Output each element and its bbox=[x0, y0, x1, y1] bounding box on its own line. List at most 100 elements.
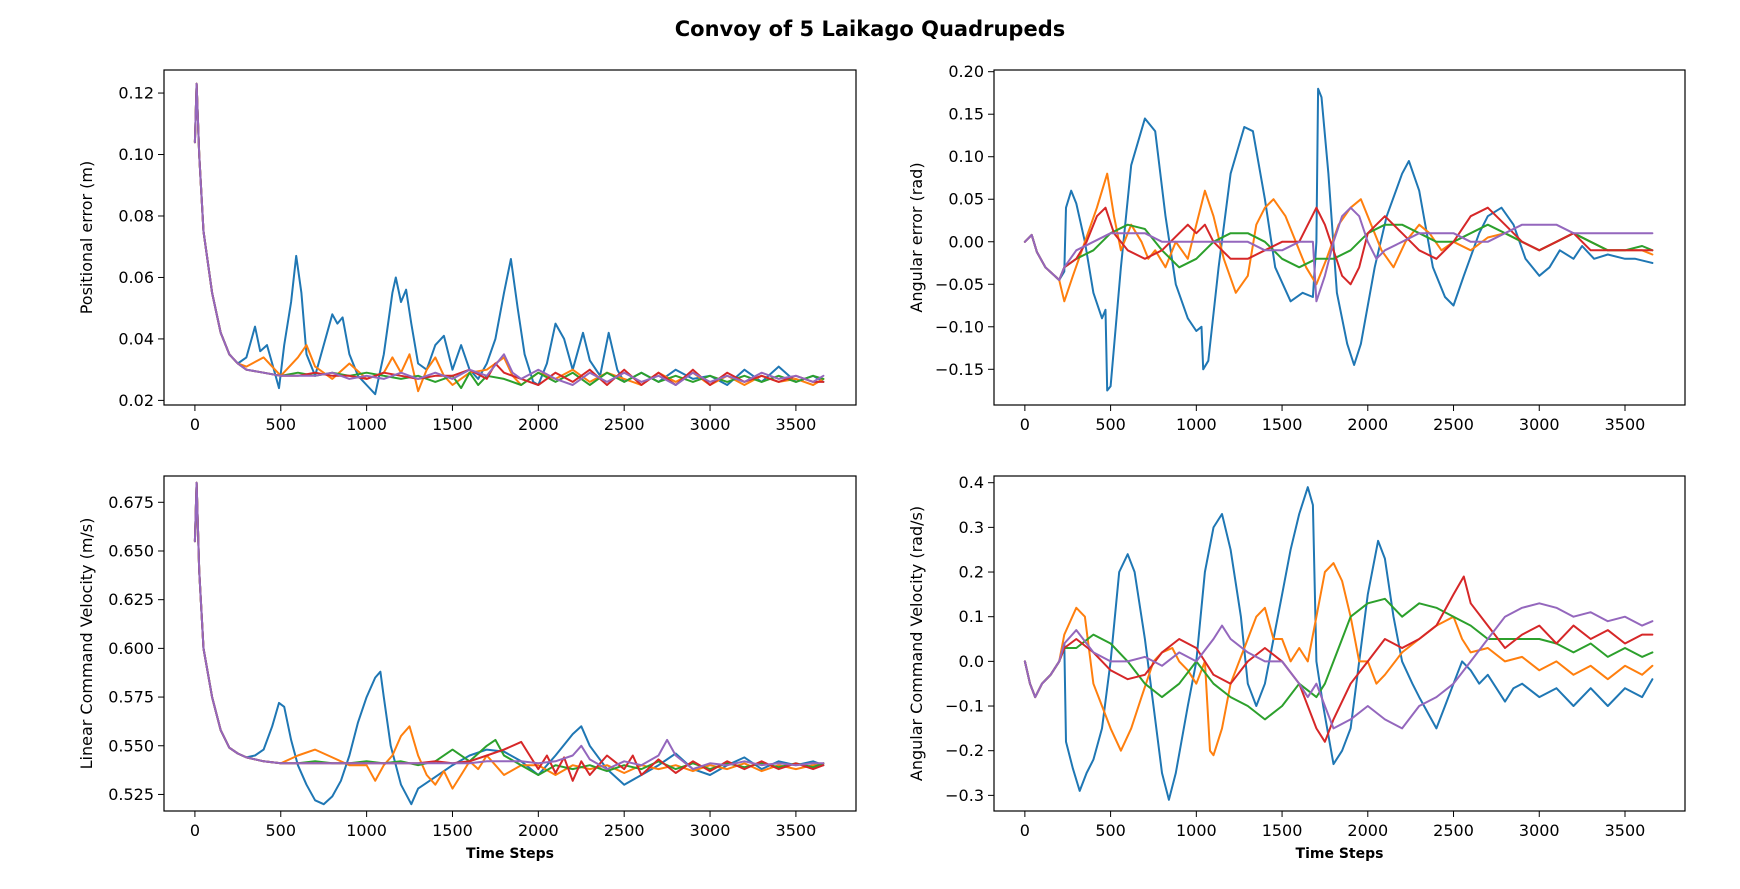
y-tick-label: 0.3 bbox=[959, 518, 984, 537]
x-tick: 3500 bbox=[1605, 405, 1645, 434]
x-tick-label: 2000 bbox=[518, 821, 559, 840]
x-tick: 2000 bbox=[518, 811, 559, 840]
y-tick-label: 0.550 bbox=[108, 736, 154, 755]
y-tick: −0.3 bbox=[945, 786, 994, 805]
series-line-1 bbox=[1023, 87, 1654, 392]
x-tick-label: 0 bbox=[190, 821, 200, 840]
x-tick: 1000 bbox=[1176, 405, 1217, 434]
x-tick: 500 bbox=[265, 811, 296, 840]
x-tick: 1500 bbox=[1262, 811, 1303, 840]
y-axis-label: Linear Command Velocity (m/s) bbox=[77, 518, 96, 770]
series-line-2 bbox=[1023, 562, 1654, 757]
x-tick-label: 3500 bbox=[776, 415, 817, 434]
y-tick-label: 0.02 bbox=[118, 391, 154, 410]
x-tick-label: 2500 bbox=[604, 415, 645, 434]
x-tick-label: 0 bbox=[1020, 415, 1030, 434]
y-tick-label: 0.08 bbox=[118, 206, 154, 225]
x-tick-label: 2000 bbox=[518, 415, 559, 434]
x-tick-label: 500 bbox=[265, 415, 296, 434]
series-line-2 bbox=[193, 481, 825, 790]
y-tick: 0.04 bbox=[118, 329, 164, 348]
y-tick: 0.525 bbox=[108, 785, 164, 804]
x-tick: 0 bbox=[190, 405, 200, 434]
x-tick: 3000 bbox=[690, 405, 730, 434]
y-tick: 0.10 bbox=[948, 147, 994, 166]
y-axis-label: Positional error (m) bbox=[77, 161, 96, 315]
x-tick-label: 1000 bbox=[346, 821, 387, 840]
x-tick-label: 0 bbox=[1020, 821, 1030, 840]
x-tick: 2500 bbox=[604, 811, 645, 840]
series-lines bbox=[193, 481, 825, 806]
x-tick-label: 3500 bbox=[1605, 821, 1646, 840]
y-tick: 0.06 bbox=[118, 268, 164, 287]
y-tick: 0.650 bbox=[108, 541, 164, 560]
x-tick-label: 3000 bbox=[1519, 415, 1560, 434]
y-tick-label: 0.525 bbox=[108, 785, 154, 804]
y-tick-label: 0.06 bbox=[118, 268, 154, 287]
x-tick: 0 bbox=[1020, 811, 1030, 840]
x-tick-label: 3000 bbox=[1519, 821, 1560, 840]
y-tick-label: −0.1 bbox=[945, 697, 984, 716]
y-tick: −0.05 bbox=[935, 275, 994, 294]
y-tick: 0.0 bbox=[959, 652, 994, 671]
series-line-1 bbox=[1023, 486, 1654, 801]
x-tick: 0 bbox=[190, 811, 200, 840]
y-tick: 0.4 bbox=[959, 473, 994, 492]
y-tick-label: 0.15 bbox=[948, 105, 984, 124]
y-tick: −0.1 bbox=[945, 697, 994, 716]
x-tick-label: 1500 bbox=[1262, 415, 1303, 434]
y-tick-label: 0.650 bbox=[108, 541, 154, 560]
series-line-4 bbox=[193, 82, 825, 386]
x-tick-label: 3500 bbox=[776, 821, 817, 840]
series-line-1 bbox=[193, 82, 825, 396]
y-tick: 0.15 bbox=[948, 105, 994, 124]
series-line-4 bbox=[1023, 575, 1654, 743]
y-tick-label: 0.05 bbox=[948, 190, 984, 209]
y-tick-label: 0.4 bbox=[959, 473, 984, 492]
y-tick: 0.08 bbox=[118, 206, 164, 225]
y-axis-label: Angular error (rad) bbox=[907, 162, 926, 312]
series-line-4 bbox=[193, 481, 825, 782]
y-tick-label: 0.0 bbox=[959, 652, 984, 671]
axes-frame bbox=[993, 475, 1686, 812]
y-tick: 0.600 bbox=[108, 639, 164, 658]
y-tick-label: 0.625 bbox=[108, 590, 154, 609]
series-line-5 bbox=[193, 82, 825, 386]
x-tick-label: 1000 bbox=[1176, 821, 1217, 840]
series-lines bbox=[1023, 486, 1654, 801]
y-tick: 0.02 bbox=[118, 391, 164, 410]
y-tick: 0.625 bbox=[108, 590, 164, 609]
y-tick-label: 0.20 bbox=[948, 62, 984, 81]
x-tick: 3500 bbox=[776, 405, 817, 434]
x-tick-label: 1500 bbox=[1262, 821, 1303, 840]
x-tick: 500 bbox=[265, 405, 296, 434]
x-tick-label: 500 bbox=[1095, 821, 1126, 840]
series-line-2 bbox=[193, 82, 825, 393]
y-tick-label: 0.12 bbox=[118, 84, 154, 103]
x-tick: 1000 bbox=[346, 811, 387, 840]
y-tick-label: 0.2 bbox=[959, 563, 984, 582]
series-lines bbox=[193, 82, 825, 396]
axes-frame bbox=[993, 69, 1686, 406]
x-tick-label: 0 bbox=[190, 415, 200, 434]
x-tick: 2000 bbox=[518, 405, 559, 434]
series-line-1 bbox=[193, 481, 825, 806]
x-axis-label: Time Steps bbox=[1296, 846, 1384, 862]
x-tick: 1000 bbox=[1176, 811, 1217, 840]
y-tick: 0.10 bbox=[118, 145, 164, 164]
x-tick-label: 500 bbox=[265, 821, 296, 840]
y-tick-label: −0.10 bbox=[935, 317, 984, 336]
y-tick: 0.20 bbox=[948, 62, 994, 81]
y-tick-label: 0.675 bbox=[108, 493, 154, 512]
y-tick-label: 0.00 bbox=[948, 232, 984, 251]
y-tick: 0.12 bbox=[118, 84, 164, 103]
y-tick: 0.2 bbox=[959, 563, 994, 582]
y-tick: 0.05 bbox=[948, 190, 994, 209]
x-tick: 3000 bbox=[1519, 405, 1560, 434]
x-tick: 3000 bbox=[690, 811, 730, 840]
y-tick: 0.00 bbox=[948, 232, 994, 251]
x-tick-label: 1500 bbox=[432, 415, 473, 434]
axes-frame bbox=[163, 475, 857, 812]
y-tick: −0.10 bbox=[935, 317, 994, 336]
x-tick-label: 1000 bbox=[346, 415, 387, 434]
